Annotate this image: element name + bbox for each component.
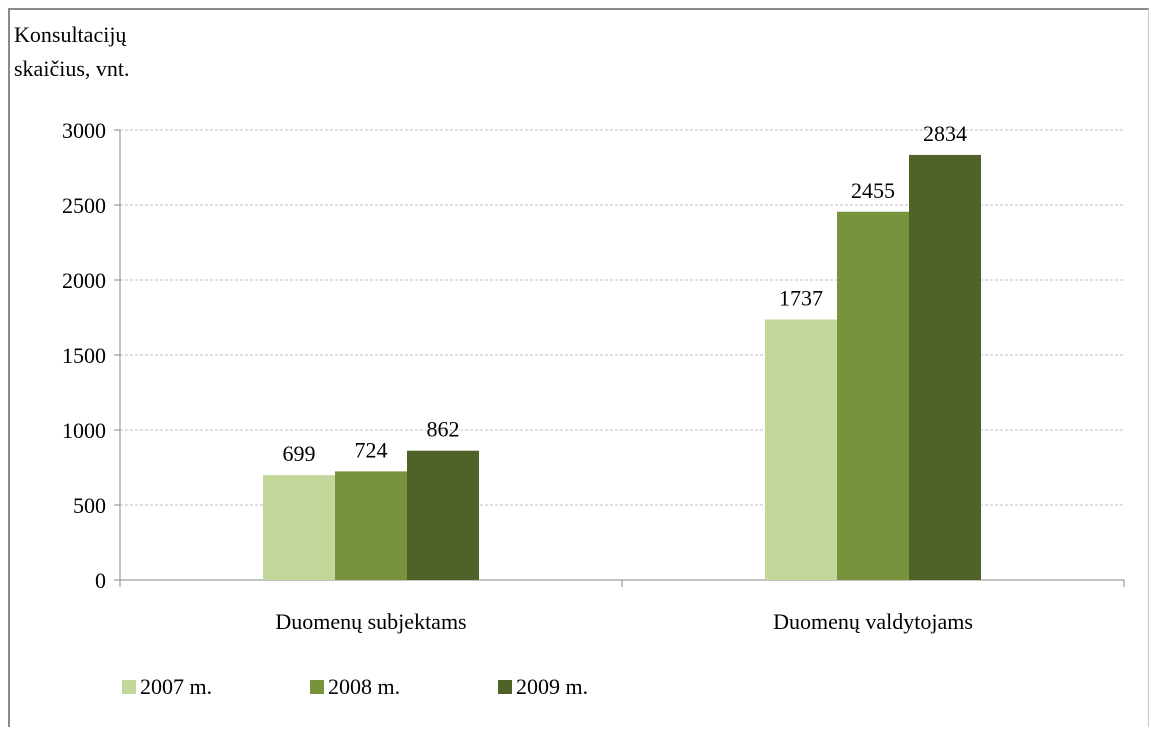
data-label: 862 <box>427 417 460 442</box>
y-axis-label: Konsultacijų skaičius, vnt. <box>14 22 130 81</box>
data-label: 1737 <box>779 285 823 310</box>
bar <box>837 211 909 580</box>
data-label: 724 <box>355 437 388 462</box>
category-label: Duomenų valdytojams <box>773 609 973 634</box>
category-label: Duomenų subjektams <box>275 609 466 634</box>
data-label: 2455 <box>851 178 895 203</box>
bar <box>407 450 479 580</box>
bar <box>909 154 981 580</box>
bar <box>263 475 335 580</box>
data-labels: 699 724 862 1737 2455 2834 <box>283 121 968 466</box>
y-ticks: 0 500 1000 1500 2000 2500 3000 <box>62 118 120 593</box>
y-tick-label: 2000 <box>62 268 106 293</box>
legend-label: 2008 m. <box>328 674 400 699</box>
bar <box>765 319 837 580</box>
y-axis-label-line-1: Konsultacijų <box>14 22 127 47</box>
category-labels: Duomenų subjektams Duomenų valdytojams <box>275 609 973 634</box>
legend-swatch <box>122 680 136 694</box>
legend-swatch <box>310 680 324 694</box>
legend-label: 2007 m. <box>140 674 212 699</box>
y-tick-label: 2500 <box>62 193 106 218</box>
y-tick-label: 1500 <box>62 343 106 368</box>
legend-item: 2008 m. <box>310 674 400 699</box>
bar <box>335 471 407 580</box>
y-axis-label-line-2: skaičius, vnt. <box>14 56 130 81</box>
legend-swatch <box>498 680 512 694</box>
legend: 2007 m. 2008 m. 2009 m. <box>122 674 588 699</box>
bars <box>263 154 981 580</box>
chart-frame <box>8 8 1149 727</box>
legend-item: 2009 m. <box>498 674 588 699</box>
legend-label: 2009 m. <box>516 674 588 699</box>
y-tick-label: 500 <box>73 493 106 518</box>
data-label: 699 <box>283 441 316 466</box>
data-label: 2834 <box>923 121 967 146</box>
legend-item: 2007 m. <box>122 674 212 699</box>
y-tick-label: 1000 <box>62 418 106 443</box>
y-tick-label: 3000 <box>62 118 106 143</box>
y-tick-label: 0 <box>95 568 106 593</box>
